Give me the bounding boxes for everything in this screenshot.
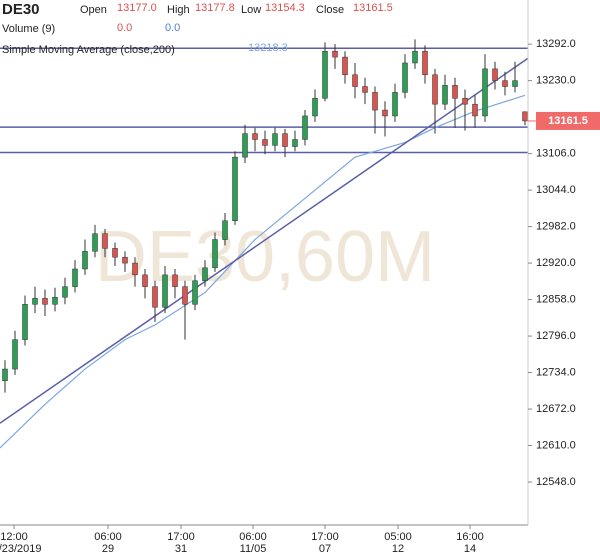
candle-body [512,80,518,87]
candle-body [332,50,338,58]
candle-body [172,274,178,287]
symbol: DE30 [2,1,40,18]
x-tick-label: 17:00 [311,531,339,543]
candle-body [432,74,438,105]
sma-value: 13218.3 [248,42,288,54]
candle-body [302,115,308,140]
candle-body [382,109,388,117]
sma-label: Simple Moving Average (close,200) [2,44,175,56]
candle-body [72,268,78,287]
y-tick-label: 12920.0 [536,257,576,269]
candle-body [62,286,68,298]
y-tick-label: 12610.0 [536,439,576,451]
candle-body [22,304,28,340]
candle-body [42,298,48,305]
y-tick-label: 13292.0 [536,38,576,50]
legend-value: 13177.0 [117,2,157,14]
candle-body [192,280,198,305]
legend-value: 13161.5 [353,2,393,14]
candle-body [442,85,448,105]
y-tick-label: 12734.0 [536,366,576,378]
y-tick-label: 12672.0 [536,403,576,415]
candle-body [502,80,508,87]
candle-body [92,233,98,252]
candle-body [522,111,528,122]
candle-body [112,248,118,258]
x-tick-sublabel: 11/05 [240,543,267,555]
candle-body [292,139,298,147]
candle-body [282,133,288,147]
x-tick-sublabel: 31 [175,543,187,555]
candle-body [32,298,38,305]
candle-body [422,50,428,75]
candle-body [12,339,18,370]
x-tick-sublabel: 14 [464,543,476,555]
legend-name: Close [316,4,344,16]
y-tick-label: 12548.0 [536,476,576,488]
x-tick-label: 05:00 [384,531,412,543]
candle-body [202,267,208,281]
candle-body [252,133,258,140]
x-tick-label: 17:00 [167,531,195,543]
candle-body [402,62,408,93]
x-tick-sublabel: 12 [392,543,404,555]
watermark: DE30,60M [95,217,435,297]
candle-body [2,368,8,382]
legend-name: Open [80,4,107,16]
x-tick-label: 06:00 [239,531,267,543]
candle-body [392,92,398,117]
candle-body [342,56,348,75]
candle-body [232,156,238,221]
y-tick-label: 13106.0 [536,148,576,160]
x-tick-label: 16:00 [456,531,484,543]
candle-body [132,262,138,276]
volume-value: 0.0 [165,22,180,34]
volume-value: 0.0 [117,22,132,34]
candle-body [482,68,488,117]
candle-body [272,133,278,146]
x-tick-label: 12:00 [0,531,28,543]
candle-body [242,133,248,158]
y-tick-label: 13044.0 [536,184,576,196]
legend-value: 13177.8 [195,2,235,14]
legend-value: 13154.3 [265,2,305,14]
y-tick-label: 12858.0 [536,293,576,305]
candle-body [142,274,148,287]
y-tick-label: 13230.0 [536,75,576,87]
candle-body [262,139,268,146]
candle-body [102,233,108,249]
candle-body [462,98,468,105]
x-tick-label: 06:00 [94,531,122,543]
last-price-box [536,111,600,130]
candle-body [492,68,498,81]
candle-body [372,92,378,111]
trendline [0,57,529,424]
candle-body [452,85,458,99]
candle-body [222,220,228,240]
candle-body [412,50,418,64]
candle-body [352,74,358,87]
y-tick-label: 12796.0 [536,330,576,342]
last-price-label: 13161.5 [548,115,588,127]
candle-body [82,251,88,270]
x-tick-sublabel: 29 [102,543,114,555]
candle-body [362,86,368,93]
candle-body [312,98,318,117]
x-tick-sublabel: 07 [319,543,331,555]
volume-label: Volume (9) [2,23,55,35]
legend-name: Low [241,4,261,16]
candle-body [322,50,328,99]
y-tick-label: 12982.0 [536,221,576,233]
candle-body [52,296,58,305]
candle-body [162,274,168,308]
candle-body [182,286,188,305]
legend-name: High [167,4,190,16]
x-tick-sublabel: 10/23/2019 [0,543,42,555]
candle-body [152,286,158,308]
candle-body [212,239,218,269]
candle-body [472,103,478,117]
candle-body [122,256,128,264]
